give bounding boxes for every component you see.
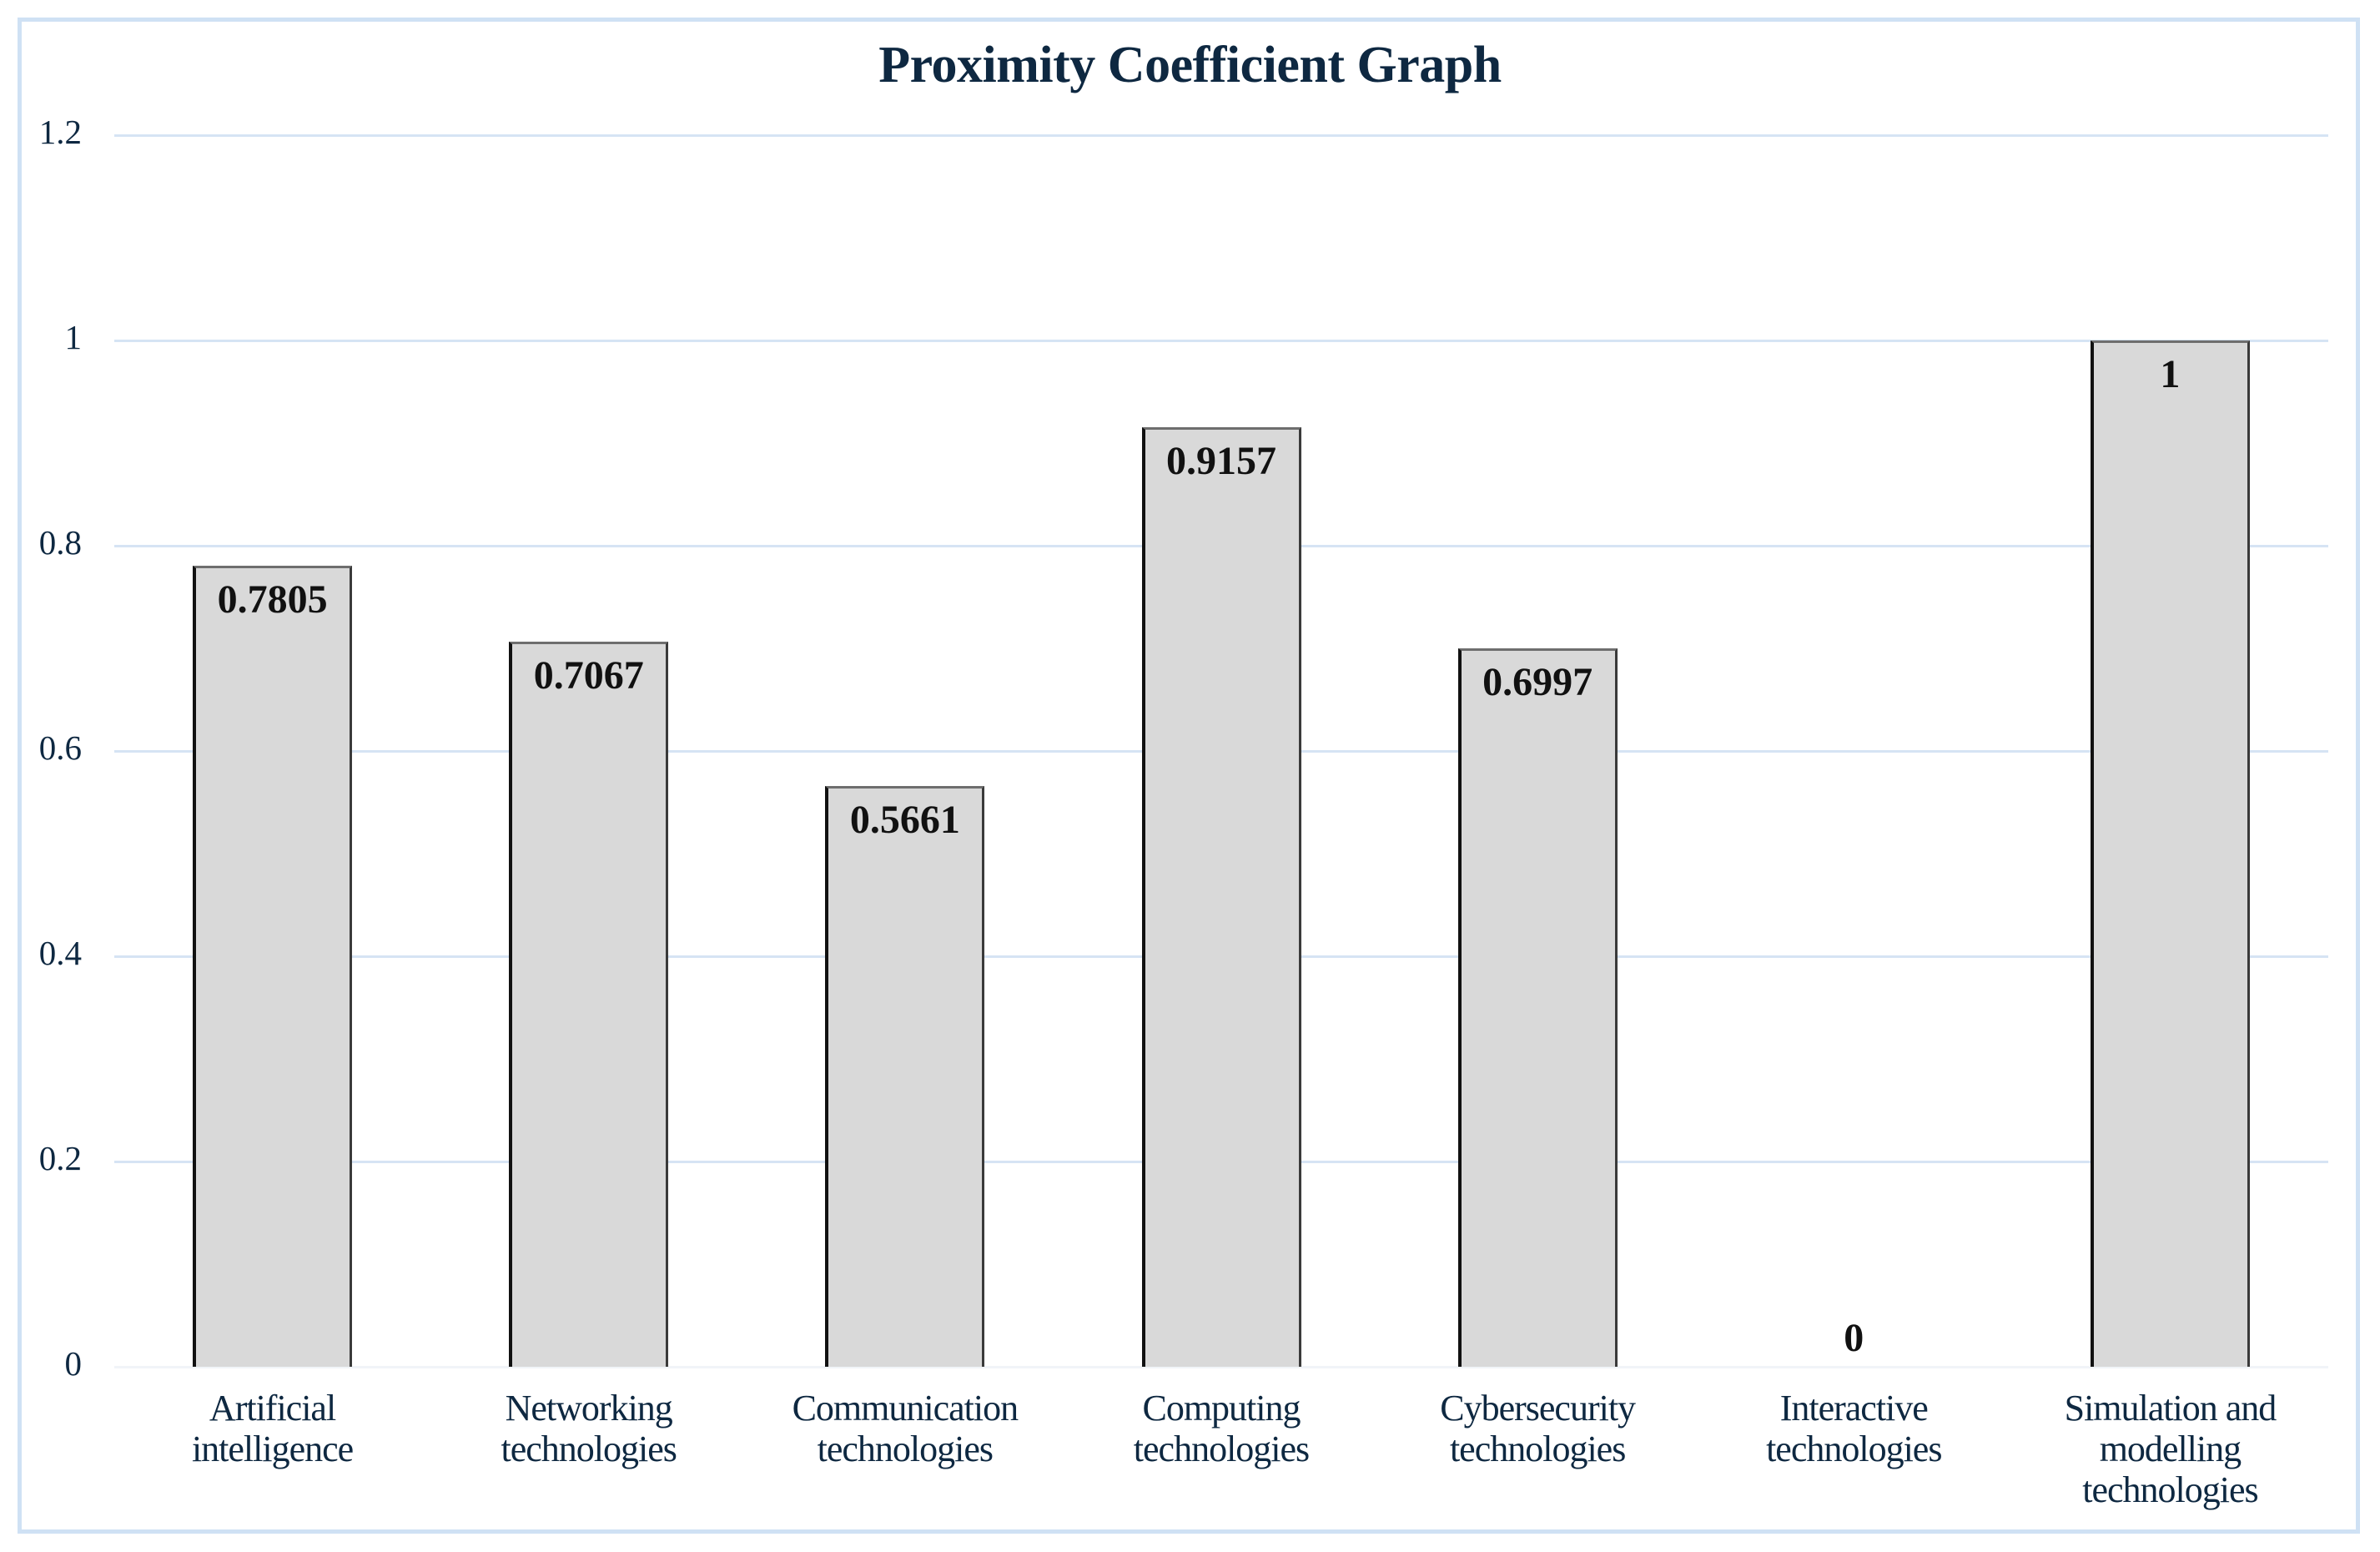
data-label: 0	[1844, 1316, 1864, 1360]
y-tick-label: 1	[64, 318, 83, 356]
x-axis-label-line: Networking	[505, 1388, 673, 1429]
bar	[509, 641, 669, 1367]
x-axis-label-line: Simulation and	[2064, 1388, 2277, 1429]
x-axis-label: Computing technologies	[1079, 1388, 1363, 1469]
x-axis-label: Simulation and modelling technologies	[2028, 1388, 2312, 1510]
chart-title: Proximity Coefficient Graph	[878, 37, 1502, 93]
y-tick-label: 0.6	[38, 728, 82, 767]
x-axis-label: Cybersecurity technologies	[1396, 1388, 1679, 1469]
data-label: 1	[2160, 352, 2181, 396]
y-tick-label: 0.2	[38, 1139, 82, 1177]
x-axis-label-line: technologies	[501, 1429, 677, 1469]
x-axis-label-line: intelligence	[191, 1429, 354, 1469]
gridline	[114, 1366, 2328, 1368]
x-axis-label-line: technologies	[1766, 1429, 1942, 1469]
y-tick-label: 0.8	[38, 523, 82, 562]
bar	[825, 785, 985, 1367]
plot-area: 0.7805 Artificial intelligence 0.7067 Networ…	[114, 0, 2328, 1552]
gridline	[114, 134, 2328, 137]
y-tick-label: 0.4	[38, 934, 82, 972]
bar	[1457, 648, 1618, 1367]
data-label: 0.9157	[1166, 438, 1276, 483]
data-label: 0.6997	[1482, 660, 1593, 705]
x-axis-label: Artificial intelligence	[131, 1388, 415, 1469]
x-axis-label-line: technologies	[2082, 1469, 2258, 1510]
x-axis-label-line: Communication	[792, 1388, 1019, 1429]
y-tick-label: 1.2	[38, 113, 82, 151]
bar	[1141, 426, 1301, 1367]
x-axis-label-line: Interactive	[1779, 1388, 1929, 1429]
bar	[2090, 340, 2250, 1367]
data-label: 0.5661	[849, 797, 960, 842]
x-axis-label-line: technologies	[1449, 1429, 1626, 1469]
x-axis-label-line: modelling	[2099, 1429, 2242, 1469]
x-axis-label: Interactive technologies	[1712, 1388, 1995, 1469]
chart-frame	[18, 18, 2360, 1534]
x-axis-label: Networking technologies	[447, 1388, 731, 1469]
x-axis-label-line: Artificial	[209, 1388, 336, 1429]
gridline	[114, 340, 2328, 342]
bar	[193, 565, 353, 1367]
x-axis-label-line: technologies	[1133, 1429, 1310, 1469]
x-axis-label-line: technologies	[817, 1429, 994, 1469]
x-axis-label-line: Computing	[1142, 1388, 1301, 1429]
data-label: 0.7805	[217, 577, 328, 622]
x-axis-label: Communication technologies	[763, 1388, 1047, 1469]
x-axis-label-line: Cybersecurity	[1440, 1388, 1636, 1429]
y-tick-label: 0	[64, 1344, 83, 1383]
data-label: 0.7067	[533, 653, 644, 698]
